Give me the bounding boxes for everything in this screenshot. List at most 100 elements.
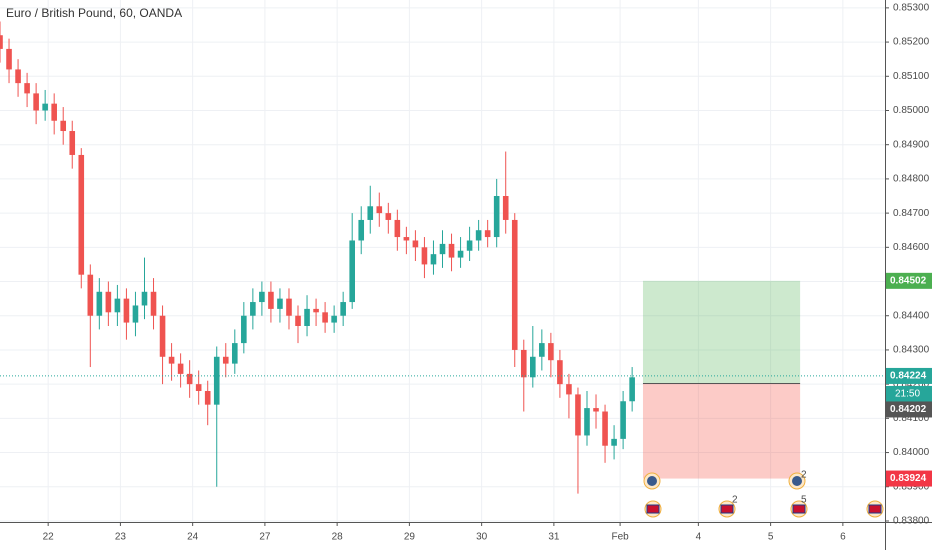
countdown: 21:50 (895, 389, 920, 400)
y-tick-label: 0.84000 (893, 447, 930, 458)
candle-body (123, 298, 130, 323)
event-icon (866, 500, 884, 518)
candle-body (24, 83, 30, 94)
y-tick-label: 0.84800 (893, 174, 930, 185)
candle-body (511, 219, 518, 350)
target-label: 0.84502 (890, 275, 927, 286)
event-icons: 2 2 5 (643, 470, 884, 518)
y-tick-label: 0.84200 (893, 379, 930, 390)
profit-zone (642, 280, 801, 384)
x-tick-label: 5 (768, 532, 774, 543)
y-tick-label: 0.84600 (893, 242, 930, 253)
y-tick-label: 0.85300 (893, 3, 930, 14)
y-tick-label: 0.84900 (893, 139, 930, 150)
candle-body (105, 291, 112, 313)
candle-body (412, 240, 419, 248)
candle-body (114, 298, 121, 313)
event-icon (643, 472, 661, 490)
x-tick-label: 6 (840, 532, 846, 543)
y-tick-label: 0.83800 (893, 516, 930, 527)
candle-body (141, 291, 148, 306)
countdown-bg (886, 385, 932, 402)
event-icon (644, 500, 662, 518)
candle-body (340, 302, 346, 316)
candle-body (78, 154, 85, 275)
candle-body (295, 315, 301, 326)
candle-body (539, 343, 545, 357)
candle-body (376, 206, 383, 214)
candle-body (186, 373, 193, 385)
candle-body (502, 196, 509, 220)
candle-body (69, 131, 76, 155)
event-icon (718, 500, 736, 518)
candle-body (42, 103, 48, 111)
candle-body (358, 219, 365, 241)
candle-body (177, 363, 184, 374)
candle-body (96, 291, 103, 316)
x-tick-label: 29 (404, 532, 416, 543)
x-tick-label: Feb (611, 532, 629, 543)
candle-body (6, 48, 12, 70)
grid (0, 0, 885, 522)
candle-body (439, 243, 446, 255)
y-tick-label: 0.84300 (893, 345, 930, 356)
candle-body (0, 35, 3, 49)
candle-body (620, 401, 626, 439)
position-tool (642, 280, 801, 479)
candle-body (87, 274, 94, 316)
candle-body (530, 356, 536, 378)
candle-body (457, 250, 464, 258)
x-tick-label: 24 (187, 532, 199, 543)
candles (0, 21, 885, 494)
x-tick-label: 30 (476, 532, 488, 543)
event-count: 2 (801, 470, 807, 481)
target-label-bg (886, 272, 932, 289)
candle-body (33, 93, 39, 111)
x-tick-label: 23 (115, 532, 127, 543)
candle-body (313, 308, 319, 313)
candle-body (421, 247, 428, 265)
candle-body (484, 230, 491, 238)
candle-body (195, 384, 202, 391)
event-count: 2 (732, 495, 738, 506)
candle-body (322, 312, 328, 323)
candle-body (403, 237, 410, 241)
event-count: 5 (801, 495, 807, 506)
candle-body (575, 394, 581, 436)
candle-body (231, 343, 238, 364)
axes: 0.85300 0.85200 0.85100 0.85000 0.84900 0.848… (43, 3, 932, 543)
candle-body (51, 103, 57, 121)
chart-title: Euro / British Pound, 60, OANDA (6, 6, 182, 20)
candle-body (349, 240, 355, 303)
candle-body (132, 305, 139, 323)
candle-body (268, 291, 274, 309)
event-icon (788, 472, 806, 490)
candle-body (60, 120, 67, 132)
candle-body (448, 243, 455, 258)
candle-body (557, 360, 563, 385)
candle-body (259, 291, 265, 303)
candle-body (204, 390, 211, 405)
x-tick-label: 4 (696, 532, 702, 543)
current-price-label-bg (886, 367, 932, 384)
candle-body (466, 240, 473, 251)
candle-body (520, 349, 527, 378)
x-tick-label: 28 (332, 532, 344, 543)
candle-body (150, 291, 157, 316)
x-tick-label: 31 (548, 532, 560, 543)
entry-label-bg (886, 401, 932, 418)
entry-label: 0.84202 (890, 404, 927, 415)
x-tick-label: 22 (43, 532, 55, 543)
candle-body (241, 315, 247, 344)
y-tick-label: 0.85000 (893, 105, 930, 116)
candle-body (566, 384, 572, 395)
candle-body (331, 315, 337, 323)
candle-body (475, 230, 482, 241)
candle-body (286, 298, 292, 316)
candle-body (493, 196, 500, 238)
candle-body (394, 219, 401, 238)
stop-label-bg (886, 470, 932, 487)
